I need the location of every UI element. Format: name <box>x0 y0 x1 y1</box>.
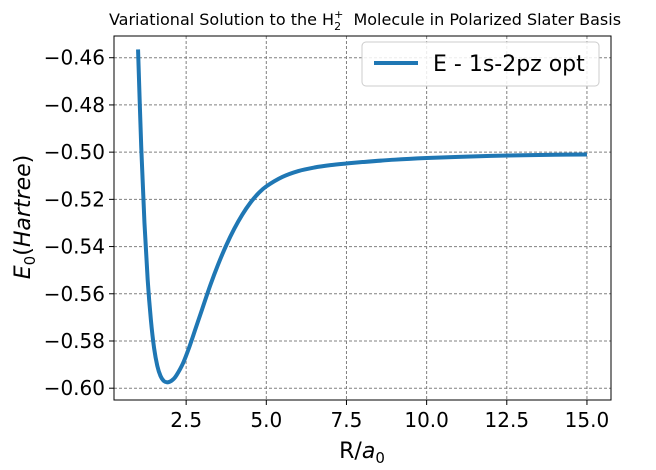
y-tick-label: −0.50 <box>44 140 105 164</box>
x-tick-label: 15.0 <box>565 408 610 432</box>
plot-area-border <box>113 35 612 401</box>
legend-box <box>361 41 600 87</box>
y-tick-label: −0.58 <box>44 329 105 353</box>
title-suffix: Molecule in Polarized Slater Basis <box>343 10 621 29</box>
y-tick-label: −0.46 <box>44 46 105 70</box>
title-prefix: Variational Solution to the H <box>109 10 334 29</box>
title-superscript: + <box>334 8 343 21</box>
y-label-italic-unit: Hartree <box>11 163 36 247</box>
legend-label: E - 1s-2pz opt <box>433 52 585 77</box>
y-ticks: −0.46 −0.48 −0.50 −0.52 −0.54 −0.56 −0.58 −0.60 <box>44 46 114 400</box>
grid-layer <box>114 36 611 400</box>
x-tick-label: 2.5 <box>170 408 202 432</box>
x-tick-label: 7.5 <box>331 408 363 432</box>
series-layer <box>136 49 587 385</box>
x-label-subscript: 0 <box>375 449 385 467</box>
x-tick-label: 5.0 <box>250 408 282 432</box>
y-tick-label: −0.48 <box>44 93 105 117</box>
y-axis-label: E0(Hartree) <box>11 155 39 279</box>
y-label-subscript: 0 <box>21 256 39 266</box>
y-label-paren-close: ) <box>11 155 36 164</box>
x-ticks: 2.5 5.0 7.5 10.0 12.5 15.0 <box>170 400 609 432</box>
y-tick-label: −0.52 <box>44 187 105 211</box>
y-label-italic: E <box>11 265 36 279</box>
x-label-italic: a <box>362 439 375 464</box>
x-tick-label: 10.0 <box>404 408 449 432</box>
x-axis-label: R/a0 <box>339 439 385 467</box>
chart-title: Variational Solution to the H2+ Molecule… <box>109 8 621 33</box>
x-tick-label: 12.5 <box>485 408 530 432</box>
series-line <box>136 49 587 385</box>
y-tick-label: −0.56 <box>44 282 105 306</box>
legend: E - 1s-2pz opt <box>361 41 600 87</box>
y-tick-label: −0.54 <box>44 235 105 259</box>
x-label-main: R/ <box>339 439 362 464</box>
plot-frame <box>113 35 612 401</box>
y-tick-label: −0.60 <box>44 376 105 400</box>
y-label-paren-open: ( <box>11 247 36 256</box>
title-subscript: 2 <box>334 20 341 33</box>
